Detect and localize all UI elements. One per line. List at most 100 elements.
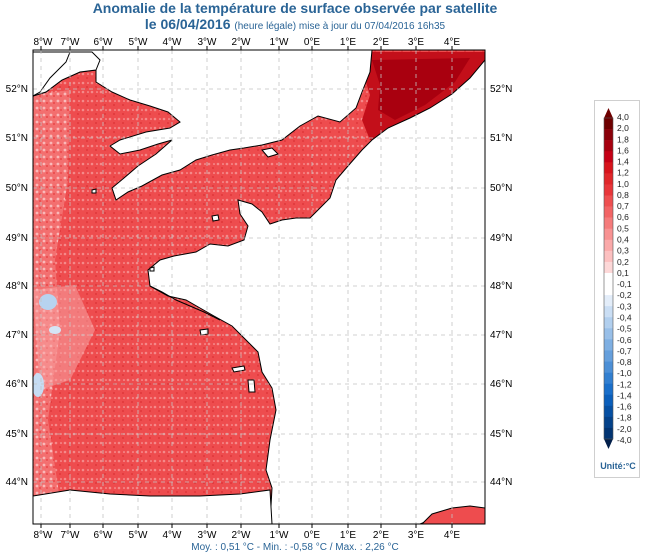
cool-patch — [39, 294, 57, 310]
legend-tick-label: 1,8 — [617, 134, 629, 144]
cool-patch — [49, 326, 61, 334]
legend-panel — [594, 100, 640, 478]
lat-label-right: 46°N — [490, 379, 512, 390]
legend-unit: Unité:°C — [600, 461, 636, 471]
lat-label-right: 48°N — [490, 281, 512, 292]
date-label: le 06/04/2016 — [144, 16, 231, 32]
legend-tick-label: 0,5 — [617, 223, 629, 233]
legend-swatch — [604, 339, 613, 351]
lon-label-top: 8°W — [34, 37, 54, 48]
map-frame — [32, 49, 486, 525]
legend-swatch — [604, 394, 613, 407]
legend-tick-label: -0,8 — [617, 357, 632, 367]
lat-label-left: 44°N — [6, 477, 28, 488]
island-belle-ile — [199, 328, 209, 336]
sea-anomaly-light-2 — [33, 285, 95, 390]
legend-cap-bottom — [604, 439, 613, 449]
legend-swatch — [604, 405, 613, 418]
legend-tick-label: -0,5 — [617, 324, 632, 334]
lon-label-top: 6°W — [94, 37, 114, 48]
lat-label-left: 50°N — [6, 183, 28, 194]
legend-tick-label: -1,0 — [617, 368, 632, 378]
legend-swatch — [604, 427, 613, 440]
legend-tick-label: 0,3 — [617, 246, 629, 256]
legend-swatch — [604, 228, 613, 241]
legend-swatch — [604, 217, 613, 229]
legend-swatch — [604, 239, 613, 252]
lat-label-right: 44°N — [490, 477, 512, 488]
lon-label-bottom: 8°W — [34, 530, 54, 541]
lat-label-right: 52°N — [490, 84, 512, 95]
lat-label-right: 51°N — [490, 133, 512, 144]
lon-label-bottom: 1°E — [340, 530, 357, 541]
legend-swatch — [604, 284, 613, 296]
lat-label-left: 46°N — [6, 379, 28, 390]
legend-swatch — [604, 350, 613, 362]
sea-gulf-of-lion — [421, 505, 485, 524]
lon-label-bottom: 1°W — [270, 530, 290, 541]
graticule — [33, 50, 485, 524]
lat-label-left: 47°N — [6, 330, 28, 341]
lat-label-left: 45°N — [6, 429, 28, 440]
legend-swatch — [604, 372, 613, 384]
stats-footer: Moy. : 0,51 °C - Min. : -0,58 °C / Max. … — [191, 542, 399, 553]
legend-tick-label: 1,2 — [617, 168, 629, 178]
legend-cap-top — [604, 108, 613, 118]
lon-label-top: 3°E — [408, 37, 425, 48]
coast-brittany — [149, 285, 221, 321]
color-scale-legend: 4,02,01,81,61,41,21,00,80,70,60,50,40,30… — [603, 108, 632, 449]
legend-tick-label: 1,0 — [617, 179, 629, 189]
legend-tick-label: -2,0 — [617, 424, 632, 434]
map-subtitle: le 06/04/2016 (heure légale) mise à jour… — [0, 16, 590, 32]
lon-label-top: 1°W — [270, 37, 290, 48]
legend-tick-label: 0,4 — [617, 235, 629, 245]
legend-swatch — [604, 118, 613, 130]
legend-swatch — [604, 173, 613, 185]
legend-swatch — [604, 151, 613, 163]
lon-label-bottom: 2°E — [373, 530, 390, 541]
lon-label-top: 3°W — [198, 37, 218, 48]
legend-swatch — [604, 383, 613, 396]
legend-swatch — [604, 317, 613, 329]
legend-swatch — [604, 162, 613, 174]
legend-tick-label: 1,6 — [617, 145, 629, 155]
island-re — [231, 365, 246, 373]
legend-tick-label: 0,1 — [617, 268, 629, 278]
date-note: (heure légale) mise à jour du 07/04/2016… — [234, 21, 446, 32]
lat-label-left: 51°N — [6, 133, 28, 144]
legend-swatch — [604, 328, 613, 340]
lon-label-top: 7°W — [61, 37, 81, 48]
legend-tick-label: 0,2 — [617, 257, 629, 267]
cool-patch — [33, 373, 44, 397]
island-wight — [261, 147, 279, 158]
legend-tick-label: -0,2 — [617, 290, 632, 300]
legend-swatch — [604, 195, 613, 207]
legend-tick-label: 2,0 — [617, 123, 629, 133]
island-oleron — [247, 379, 256, 393]
legend-tick-label: -0,3 — [617, 301, 632, 311]
lat-label-right: 49°N — [490, 233, 512, 244]
legend-tick-label: -0,7 — [617, 346, 632, 356]
lon-label-bottom: 3°W — [198, 530, 218, 541]
legend-swatch — [604, 295, 613, 307]
legend-tick-label: 0,6 — [617, 212, 629, 222]
lon-label-top: 5°W — [129, 37, 149, 48]
legend-swatch — [604, 361, 613, 373]
legend-swatch — [604, 416, 613, 429]
legend-swatch — [604, 272, 613, 285]
island-scilly — [91, 188, 97, 194]
legend-tick-label: 0,7 — [617, 201, 629, 211]
legend-tick-label: -1,6 — [617, 402, 632, 412]
legend-tick-label: -1,4 — [617, 390, 632, 400]
legend-tick-label: -1,2 — [617, 379, 632, 389]
legend-tick-label: 1,4 — [617, 157, 629, 167]
lat-label-left: 49°N — [6, 233, 28, 244]
frame-ticks — [40, 46, 453, 528]
lon-label-top: 0°E — [304, 37, 321, 48]
lon-label-top: 4°E — [444, 37, 461, 48]
legend-border — [603, 117, 614, 440]
lat-label-right: 47°N — [490, 330, 512, 341]
lon-label-bottom: 6°W — [94, 530, 114, 541]
lon-label-bottom: 0°E — [304, 530, 321, 541]
